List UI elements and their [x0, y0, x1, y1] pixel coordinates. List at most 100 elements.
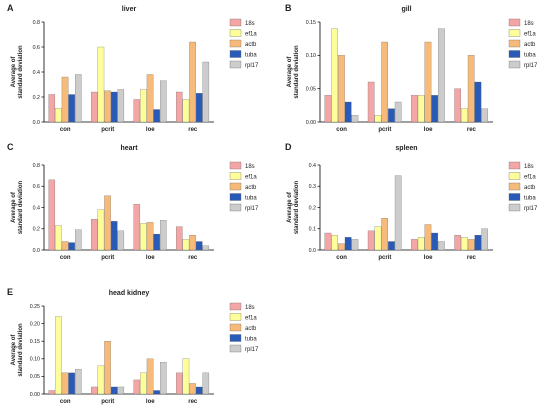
panel-letter: D — [285, 142, 292, 152]
bar-rpl17-pcrit — [394, 101, 402, 123]
bar-18s-pcrit — [91, 386, 98, 395]
y-tick-label: 0.15 — [306, 20, 316, 26]
legend-label-18s: 18s — [245, 305, 255, 311]
x-tick-label: rec — [188, 255, 198, 261]
x-tick-label: pcrit — [378, 127, 391, 133]
y-tick-label: 0.4 — [33, 205, 40, 211]
bar-ef1a-rec — [182, 358, 190, 395]
x-tick-label: rec — [467, 127, 477, 133]
legend-swatch-rpl17 — [508, 203, 521, 212]
bar-actb-pcrit — [381, 218, 388, 251]
x-tick-label: loe — [146, 399, 155, 405]
bar-ef1a-rec — [461, 108, 468, 123]
y-axis-label-line: Average of — [11, 191, 17, 223]
y-axis-label-line: standard deviation — [18, 45, 24, 99]
panel-letter: A — [7, 3, 14, 13]
chart-title: gill — [401, 6, 411, 13]
bar-actb-con — [61, 241, 69, 251]
bar-ef1a-pcrit — [97, 209, 105, 251]
y-tick-label: 0.00 — [30, 392, 40, 398]
y-axis-label-line: standard deviation — [18, 323, 24, 377]
bar-tuba-con — [344, 101, 352, 123]
y-tick-label: 0.3 — [309, 184, 316, 190]
legend-swatch-rpl17 — [229, 344, 242, 353]
x-tick-label: pcrit — [101, 399, 114, 405]
y-tick-label: 0.0 — [33, 248, 40, 254]
x-tick-label: con — [336, 255, 347, 261]
bar-rpl17-loe — [438, 241, 445, 251]
bar-tuba-rec — [474, 235, 482, 251]
legend-label-rpl17: rpl17 — [245, 63, 259, 69]
bar-rpl17-pcrit — [117, 89, 125, 123]
legend-label-tuba: tuba — [524, 196, 536, 202]
legend-swatch-rpl17 — [508, 60, 521, 69]
legend-label-rpl17: rpl17 — [245, 347, 259, 353]
bar-ef1a-con — [55, 316, 62, 395]
bar-actb-rec — [467, 239, 475, 251]
y-tick-label: 0.2 — [309, 205, 316, 211]
y-tick-label: 0.6 — [33, 45, 40, 51]
bar-ef1a-pcrit — [97, 46, 105, 123]
bar-18s-con — [48, 179, 56, 251]
legend-label-rpl17: rpl17 — [245, 206, 259, 212]
legend-swatch-tuba — [508, 193, 521, 201]
panel-letter: C — [7, 142, 14, 152]
bar-actb-loe — [424, 41, 432, 123]
bar-tuba-con — [344, 237, 352, 251]
bar-tuba-rec — [195, 241, 203, 251]
bar-rpl17-con — [351, 239, 359, 251]
bar-18s-loe — [411, 239, 418, 251]
x-tick-label: con — [60, 127, 71, 133]
x-tick-label: loe — [424, 127, 433, 133]
bar-tuba-loe — [431, 232, 438, 251]
bar-actb-rec — [189, 383, 196, 395]
bar-actb-rec — [189, 235, 196, 251]
legend-label-tuba: tuba — [245, 196, 257, 202]
bar-18s-pcrit — [91, 91, 98, 123]
legend-swatch-actb — [508, 39, 521, 48]
bar-tuba-loe — [153, 390, 160, 395]
legend-swatch-actb — [229, 39, 242, 48]
y-axis-label-line: Average of — [11, 334, 17, 366]
y-axis-label-line: standard deviation — [18, 180, 24, 234]
bar-18s-con — [324, 232, 332, 251]
legend-label-actb: actb — [524, 185, 536, 191]
bar-rpl17-con — [75, 369, 82, 395]
legend-label-tuba: tuba — [524, 53, 536, 59]
bar-rpl17-rec — [202, 245, 210, 251]
bar-rpl17-rec — [481, 228, 488, 251]
bar-actb-pcrit — [104, 195, 111, 251]
bar-tuba-con — [68, 372, 75, 395]
bar-ef1a-con — [55, 108, 62, 123]
panel-letter: B — [285, 3, 292, 13]
bar-actb-loe — [146, 74, 154, 123]
legend-label-18s: 18s — [524, 21, 534, 27]
legend-label-rpl17: rpl17 — [524, 63, 538, 69]
legend-swatch-tuba — [229, 50, 242, 58]
bar-18s-loe — [133, 379, 141, 395]
bar-rpl17-con — [351, 115, 359, 123]
legend-label-ef1a: ef1a — [245, 175, 257, 181]
legend-label-rpl17: rpl17 — [524, 206, 538, 212]
bar-rpl17-con — [75, 74, 82, 123]
bar-actb-rec — [189, 41, 196, 123]
bar-actb-pcrit — [104, 90, 111, 123]
y-axis-label-line: Average of — [11, 56, 17, 88]
legend-label-18s: 18s — [524, 164, 534, 170]
legend-swatch-18s — [508, 161, 521, 170]
bar-ef1a-loe — [140, 89, 147, 123]
bar-tuba-rec — [474, 81, 482, 123]
bar-tuba-pcrit — [388, 241, 395, 251]
legend-swatch-ef1a — [229, 313, 242, 321]
bar-ef1a-con — [331, 235, 338, 251]
bar-rpl17-loe — [160, 80, 167, 123]
legend-swatch-tuba — [229, 193, 242, 201]
bar-actb-loe — [146, 222, 154, 251]
legend-label-ef1a: ef1a — [524, 32, 536, 38]
bar-actb-pcrit — [381, 41, 388, 123]
chart-title: head kidney — [109, 290, 150, 297]
y-axis-label-line: standard deviation — [294, 45, 300, 99]
bar-18s-con — [324, 95, 332, 123]
chart-title: spleen — [395, 145, 417, 152]
